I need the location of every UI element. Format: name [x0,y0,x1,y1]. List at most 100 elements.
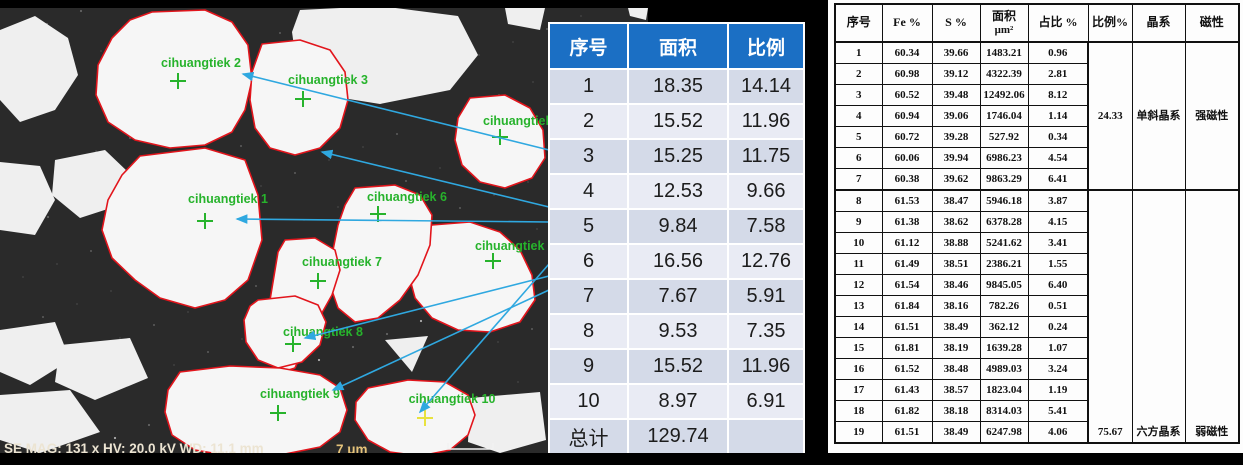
particle-label: cihuangtiek 3 [288,73,368,87]
summary-total-cell: 总计 [550,420,627,453]
summary-cell: 15.25 [629,140,727,173]
detail-cell: 15 [834,337,883,359]
summary-table-header: 序号 面积 比例 [550,24,803,68]
detail-cell: 61.51 [881,316,933,338]
summary-row: 1 18.35 14.14 [550,70,803,103]
measurement-arrow [331,289,550,391]
detail-cell: 1.55 [1027,253,1089,275]
background-particle [0,162,55,235]
summary-cell: 9.66 [729,175,803,208]
particle-cross-icon [270,405,286,421]
background-particle [468,392,546,453]
summary-cell: 16.56 [629,245,727,278]
detail-cell: 39.62 [931,168,981,191]
noise-dot [483,394,485,396]
detail-cell: 18 [834,400,883,422]
detail-row: 18 61.82 38.18 8314.03 5.41 [834,400,1239,422]
sem-status-text: SE MAG: 131 x HV: 20.0 kV WD: 11.1 mm [4,441,264,455]
measurement-arrow [320,149,550,208]
noise-dot [46,215,50,219]
detail-row: 6 60.06 39.94 6986.23 4.54 [834,147,1239,169]
detail-row: 10 61.12 38.88 5241.62 3.41 [834,232,1239,254]
detail-header-cell: 晶系 [1131,3,1186,43]
summary-cell: 2 [550,105,627,138]
detail-cell: 1.07 [1027,337,1089,359]
summary-cell: 5 [550,210,627,243]
noise-dot [110,290,112,292]
detail-cell: 527.92 [979,126,1029,148]
noise-dot [517,381,519,383]
detail-cell: 60.34 [881,41,933,64]
particle-label: cihuangtiek 4 [483,114,563,128]
noise-dot [531,328,533,330]
summary-table: 序号 面积 比例 1 18.35 14.14 2 15.52 11.96 3 15.25 11.75… [548,22,805,455]
summary-cell: 12.76 [729,245,803,278]
detail-cell: 4 [834,105,883,127]
detail-cell: 61.54 [881,274,933,296]
noise-dot [95,150,97,152]
detail-cell: 3.24 [1027,358,1089,380]
detail-cell: 60.52 [881,84,933,106]
detail-cell: 8.12 [1027,84,1089,106]
summary-header-cell: 比例 [729,24,803,68]
background-particle [55,338,148,400]
summary-cell: 7.67 [629,280,727,313]
detail-cell: 4.54 [1027,147,1089,169]
detail-cell: 0.34 [1027,126,1089,148]
detail-cell: 60.98 [881,63,933,85]
noise-dot [317,358,321,362]
summary-cell: 6 [550,245,627,278]
noise-dot [113,436,117,440]
summary-cell: 7 [550,280,627,313]
group-crystal-cell: 六方晶系 [1131,189,1186,444]
detail-cell: 1.14 [1027,105,1089,127]
noise-dot [100,50,102,52]
summary-total-cell: 129.74 [629,420,727,453]
particle-label: cihuangtiek 7 [302,255,382,269]
detail-row: 16 61.52 38.48 4989.03 3.24 [834,358,1239,380]
noise-dot [279,32,281,34]
detail-cell: 11 [834,253,883,275]
summary-total-row: 总计 129.74 [550,420,803,453]
particle-cross-icon [485,253,501,269]
summary-row: 5 9.84 7.58 [550,210,803,243]
noise-dot [405,180,407,182]
detail-cell: 61.84 [881,295,933,317]
detail-cell: 39.28 [931,126,981,148]
particle-cross-icon [285,336,301,352]
noise-dot [396,133,398,135]
detail-cell: 6986.23 [979,147,1029,169]
group-crystal-cell: 单斜晶系 [1131,41,1186,191]
detail-cell: 5241.62 [979,232,1029,254]
detail-cell: 17 [834,379,883,401]
detail-cell: 0.96 [1027,41,1089,64]
detail-header-cell: Fe % [881,3,933,43]
summary-cell: 10 [550,385,627,418]
detail-cell: 38.19 [931,337,981,359]
summary-cell: 1 [550,70,627,103]
summary-cell: 15.52 [629,105,727,138]
detail-cell: 39.12 [931,63,981,85]
summary-cell: 6.91 [729,385,803,418]
detail-row: 19 61.51 38.49 6247.98 4.06 [834,421,1239,444]
detail-cell: 38.88 [931,232,981,254]
particle-label: cihuangtiek 2 [161,56,241,70]
particle-label: cihuangtiek 6 [367,190,447,204]
summary-row: 2 15.52 11.96 [550,105,803,138]
summary-cell: 11.96 [729,350,803,383]
noise-dot [580,15,582,17]
noise-dot [79,9,83,13]
detail-cell: 12 [834,274,883,296]
summary-cell: 7.35 [729,315,803,348]
measurement-arrow [235,214,550,224]
detail-cell: 3.87 [1027,189,1089,212]
detail-cell: 10 [834,232,883,254]
summary-cell: 9 [550,350,627,383]
noise-dot [260,185,262,187]
detail-header-cell: 序号 [834,3,883,43]
particle-cross-icon [197,213,213,229]
summary-cell: 8.97 [629,385,727,418]
noise-dot [294,172,296,174]
detail-cell: 7 [834,168,883,191]
detail-cell: 39.06 [931,105,981,127]
